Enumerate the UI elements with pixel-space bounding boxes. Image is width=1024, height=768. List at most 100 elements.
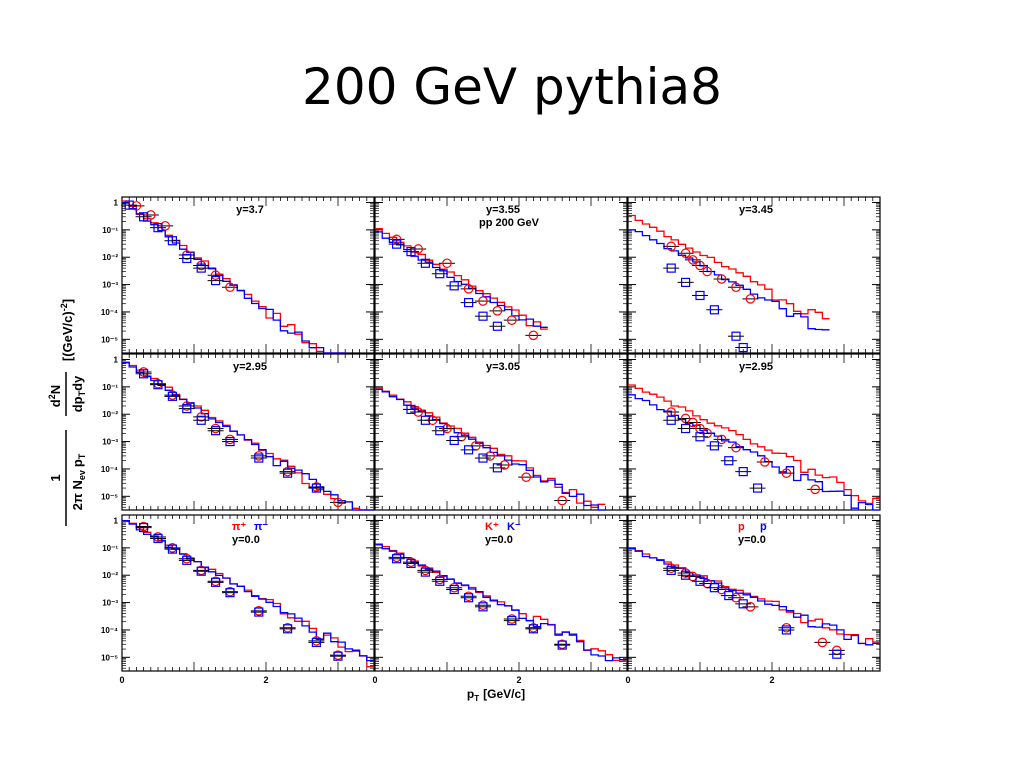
blue-data-point	[254, 453, 264, 463]
blue-data-point	[781, 625, 792, 635]
blue-data-point	[254, 607, 264, 617]
blue-data-point	[752, 483, 763, 493]
blue-data-point	[724, 590, 734, 601]
red-data-point	[731, 442, 741, 453]
blue-data-point	[139, 212, 149, 222]
blue-data-point	[406, 404, 416, 414]
red-data-point	[506, 315, 517, 325]
y-axis-unit-end: ]	[60, 299, 75, 303]
blue-data-point	[832, 649, 842, 659]
red-data-point	[442, 258, 452, 269]
blue-data-point	[666, 415, 676, 425]
red-data-point	[666, 241, 676, 252]
y-axis-title: 1 2π NevpT d2N dpTdy [(GeV/c)-2]	[47, 299, 87, 526]
red-data-point	[391, 234, 402, 245]
red-data-point	[146, 210, 156, 220]
blue-data-point	[182, 555, 192, 565]
blue-data-point	[124, 200, 134, 210]
y-tick-label: 10⁻¹	[102, 383, 118, 392]
red-data-point	[731, 282, 741, 293]
blue-data-point	[557, 640, 567, 650]
blue-data-point	[666, 565, 676, 575]
x-tick-label: 0	[119, 675, 124, 685]
panel-8: 0 2 K⁺ K⁻y=0.0	[372, 514, 628, 685]
legend-entry: p̅	[760, 521, 768, 533]
red-data-point	[413, 407, 423, 417]
red-data-point	[695, 260, 705, 271]
red-data-point	[492, 306, 503, 316]
legend-entry: π⁻	[254, 521, 268, 533]
legend-entry: π⁺	[232, 521, 246, 533]
y-axis-prefactor-den: 2π N	[70, 480, 85, 510]
blue-data-point	[406, 247, 416, 257]
blue-data-point	[464, 593, 474, 603]
panel-3: y=3.45	[627, 196, 881, 354]
blue-data-point	[435, 426, 445, 436]
red-data-point	[716, 584, 727, 595]
blue-data-point	[695, 290, 705, 301]
blue-data-point	[666, 263, 676, 273]
panel-frame	[374, 196, 628, 354]
red-data-point	[817, 637, 828, 648]
y-tick-label: 1	[114, 355, 119, 364]
blue-data-point	[196, 566, 206, 576]
blue-data-point	[478, 602, 488, 612]
panel-title: y=2.95	[739, 361, 773, 373]
blue-data-point	[464, 445, 474, 455]
y-axis-prefactor-den-sub: ev	[77, 470, 87, 480]
blue-data-point	[695, 576, 705, 586]
blue-data-point	[478, 453, 488, 463]
red-data-point	[810, 484, 820, 495]
blue-data-point	[464, 297, 474, 308]
blue-data-point	[211, 275, 221, 286]
svg-text:dpTdy: dpTdy	[70, 375, 87, 412]
red-data-point	[463, 284, 474, 294]
blue-data-point	[435, 576, 445, 586]
panel-title: y=0.0	[232, 534, 260, 546]
x-axis-title-main: p	[467, 687, 474, 701]
panel-legend: p p̅	[738, 521, 768, 533]
y-tick-label: 10⁻²	[102, 253, 118, 262]
blue-data-point	[731, 331, 741, 341]
y-tick-label: 10⁻²	[102, 410, 118, 419]
panel-frame	[121, 196, 375, 354]
blue-model-histogram	[122, 202, 346, 354]
y-axis-prefactor-pt-sub: T	[77, 453, 87, 459]
red-data-point	[485, 451, 495, 461]
y-tick-label: 10⁻³	[102, 281, 118, 290]
panel-6: y=2.95	[627, 353, 881, 511]
y-tick-label: 1	[114, 198, 119, 207]
legend-entry: p	[738, 521, 745, 533]
panel-title: y=3.45	[739, 204, 773, 216]
y-axis-dn: d	[48, 399, 63, 407]
panel-5: y=3.05	[374, 353, 628, 511]
y-tick-label: 10⁻⁵	[101, 492, 118, 501]
y-tick-label: 10⁻⁴	[101, 465, 118, 474]
panel-title: y=0.0	[738, 534, 766, 546]
red-data-point	[210, 270, 221, 281]
blue-data-point	[695, 432, 705, 442]
y-tick-label: 10⁻⁵	[101, 653, 118, 662]
x-tick-label: 0	[625, 675, 630, 685]
blue-data-point	[449, 584, 459, 595]
panel-frame	[627, 196, 881, 354]
blue-data-point	[492, 463, 502, 473]
blue-data-point	[420, 415, 430, 425]
blue-data-point	[392, 239, 402, 249]
red-data-point	[528, 330, 539, 341]
red-data-point	[731, 592, 741, 603]
panel-4: 1 10⁻¹ 10⁻² 10⁻³ 10⁻⁴ 10⁻⁵ y=2.95	[101, 353, 375, 511]
blue-data-point	[139, 369, 149, 379]
blue-model-histogram	[375, 388, 606, 511]
red-data-point	[413, 244, 423, 254]
blue-data-point	[449, 281, 459, 291]
red-model-histogram	[628, 214, 830, 320]
blue-model-histogram	[375, 543, 627, 662]
blue-data-point	[392, 554, 402, 564]
blue-model-histogram	[628, 229, 830, 331]
panel-frame	[627, 353, 881, 511]
blue-data-point	[680, 423, 691, 434]
blue-model-histogram	[628, 547, 880, 646]
